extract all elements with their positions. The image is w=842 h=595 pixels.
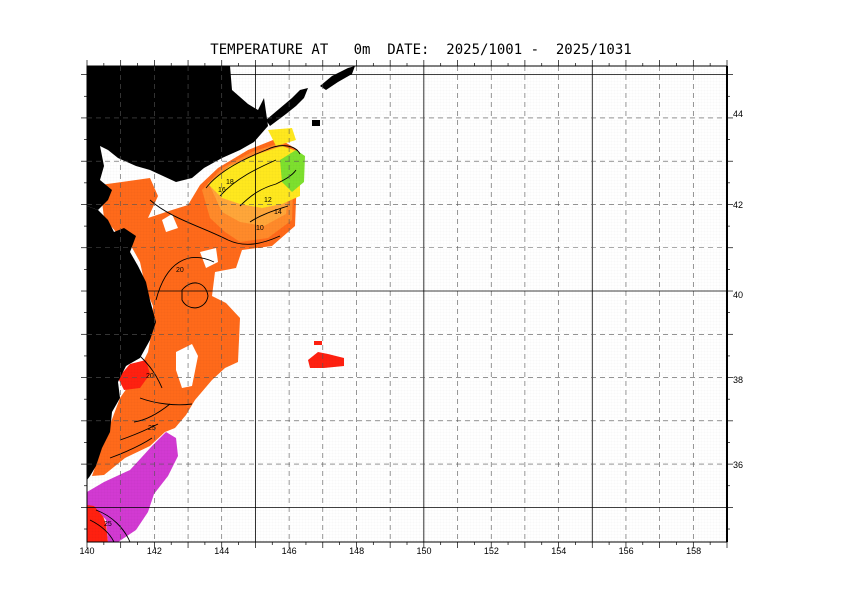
contour-label: 25 [104, 521, 112, 528]
contour-label: 10 [256, 225, 264, 232]
x-tick-label: 142 [147, 546, 162, 556]
lat-lon-grid [87, 66, 727, 542]
x-axis-labels: 140 142 144 146 148 150 152 154 156 158 [79, 546, 701, 556]
x-tick-label: 148 [349, 546, 364, 556]
contour-label: 25 [148, 425, 156, 432]
y-tick-label: 40 [733, 290, 743, 300]
y-tick-label: 42 [733, 200, 743, 210]
contour-labels: 18 16 10 12 14 20 20 25 25 [104, 179, 282, 528]
map-title: TEMPERATURE AT 0m DATE: 2025/1001 - 2025… [210, 42, 632, 58]
x-tick-label: 156 [619, 546, 634, 556]
axis-ticks [81, 60, 733, 548]
y-tick-label: 44 [733, 109, 743, 119]
contour-label: 20 [146, 373, 154, 380]
y-tick-label: 36 [733, 460, 743, 470]
x-tick-label: 154 [551, 546, 566, 556]
contour-label: 20 [176, 267, 184, 274]
isotherm-contours [89, 145, 301, 542]
x-tick-label: 158 [686, 546, 701, 556]
y-axis-labels: 36 38 40 42 44 [733, 109, 743, 470]
contour-label: 16 [218, 187, 226, 194]
x-tick-label: 146 [282, 546, 297, 556]
x-tick-label: 144 [214, 546, 229, 556]
x-tick-label: 140 [79, 546, 94, 556]
x-tick-label: 150 [416, 546, 431, 556]
land-mass [87, 66, 355, 480]
contour-label: 12 [264, 197, 272, 204]
contour-label: 18 [226, 179, 234, 186]
x-tick-label: 152 [484, 546, 499, 556]
y-tick-label: 38 [733, 375, 743, 385]
contour-label: 14 [274, 209, 282, 216]
